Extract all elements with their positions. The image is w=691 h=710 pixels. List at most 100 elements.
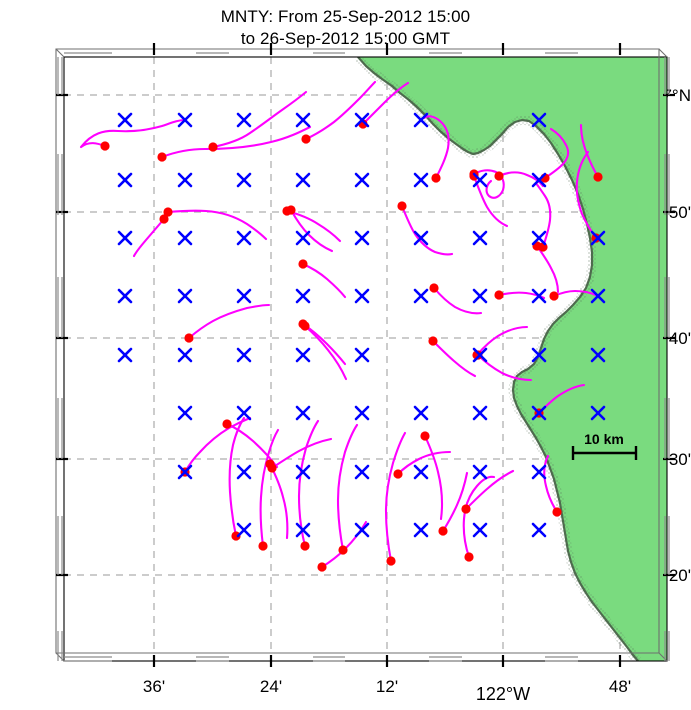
station-marker-x-icon <box>236 347 252 363</box>
station-marker-x-icon <box>590 230 606 246</box>
station-marker-x-icon <box>295 230 311 246</box>
trajectory-endpoint-dot <box>494 290 504 300</box>
xtick-label-24: 24' <box>259 677 283 696</box>
trajectory-path <box>475 325 529 357</box>
station-marker-x-icon <box>413 172 429 188</box>
station-marker-x-icon <box>413 522 429 538</box>
trajectory-path <box>441 471 469 533</box>
trajectory-path <box>543 127 570 180</box>
trajectory-endpoint-dot <box>222 419 232 429</box>
station-marker-x-icon <box>177 230 193 246</box>
station-marker-x-icon <box>531 112 547 128</box>
trajectory-endpoint-dot <box>469 171 479 181</box>
trajectory-endpoint-dot <box>420 431 430 441</box>
trajectory-path <box>301 322 347 366</box>
trajectory-endpoint-dot <box>231 531 241 541</box>
station-marker-x-icon <box>177 112 193 128</box>
station-marker-x-icon <box>472 405 488 421</box>
trajectory-endpoint-dot <box>438 526 448 536</box>
trajectory-path <box>228 416 246 538</box>
trajectory-endpoint-dot <box>591 233 601 243</box>
trajectory-endpoint-dot <box>301 134 311 144</box>
trajectory-endpoint-dot <box>258 541 268 551</box>
xtick-label-48: 48' <box>608 677 632 696</box>
station-marker-x-icon <box>531 230 547 246</box>
trajectory-endpoint-dot <box>552 507 562 517</box>
station-marker-x-icon <box>354 112 370 128</box>
y-axis-minor-ticks <box>57 57 63 661</box>
station-marker-x-icon <box>413 230 429 246</box>
station-marker-x-icon <box>354 172 370 188</box>
station-marker-x-icon <box>117 347 133 363</box>
station-marker-x-icon <box>413 112 429 128</box>
station-marker-x-icon <box>531 522 547 538</box>
trajectory-path <box>301 262 347 299</box>
scale-bar-label: 10 km <box>584 431 624 447</box>
trajectory-path <box>79 118 187 149</box>
trajectory-path <box>543 454 559 514</box>
trajectory-endpoint-dot <box>397 201 407 211</box>
trajectory-endpoint-dot <box>461 504 471 514</box>
station-marker-x-icon <box>472 347 488 363</box>
trajectory-endpoint-dot <box>300 321 310 331</box>
station-marker-x-icon <box>354 405 370 421</box>
ytick-label-50: 50' <box>668 203 691 222</box>
trajectory-path <box>472 169 505 199</box>
trajectory-endpoint-dot <box>184 333 194 343</box>
x-axis-top-minor-ticks <box>64 48 578 54</box>
trajectory-layer <box>79 80 600 569</box>
station-marker-x-icon <box>295 522 311 538</box>
trajectory-path <box>211 90 308 149</box>
station-marker-x-icon <box>236 172 252 188</box>
station-marker-x-icon <box>590 405 606 421</box>
station-marker-x-icon <box>590 347 606 363</box>
station-marker-x-icon <box>117 112 133 128</box>
station-marker-x-icon <box>295 405 311 421</box>
station-marker-x-icon <box>590 288 606 304</box>
station-marker-x-icon <box>472 172 488 188</box>
station-marker-x-icon <box>531 464 547 480</box>
trajectory-endpoint-dot <box>593 172 603 182</box>
station-marker-x-icon <box>354 522 370 538</box>
trajectory-path <box>575 150 598 240</box>
trajectory-path <box>431 339 477 378</box>
station-marker-x-icon <box>177 347 193 363</box>
xtick-label-12: 12' <box>375 677 399 696</box>
station-marker-x-icon <box>236 522 252 538</box>
trajectory-endpoint-dot <box>494 171 504 181</box>
trajectory-path <box>132 217 166 258</box>
trajectory-endpoint-dot <box>286 205 296 215</box>
trajectory-path <box>285 209 342 243</box>
trajectory-path <box>422 115 450 180</box>
station-marker-x-icon <box>531 288 547 304</box>
scale-bar: 10 km <box>571 431 638 460</box>
trajectory-path <box>160 125 312 159</box>
station-marker-x-icon <box>472 288 488 304</box>
station-marker-x-icon <box>236 405 252 421</box>
trajectory-path <box>303 324 348 381</box>
trajectory-path <box>187 303 271 340</box>
station-marker-x-icon <box>236 464 252 480</box>
y-axis-right-minor-ticks <box>664 57 670 661</box>
trajectory-path <box>336 423 359 552</box>
trajectory-path <box>432 286 483 315</box>
trajectory-path <box>166 209 268 241</box>
trajectory-endpoint-dot <box>464 552 474 562</box>
chart-title-line-1: MNTY: From 25-Sep-2012 15:00 <box>220 7 471 26</box>
trajectory-endpoint-dot <box>338 545 348 555</box>
trajectory-endpoint-dot <box>386 556 396 566</box>
station-marker-x-icon <box>354 464 370 480</box>
trajectory-path <box>579 123 600 179</box>
station-marker-x-icon <box>295 464 311 480</box>
trajectory-path <box>534 181 552 249</box>
station-marker-x-icon <box>472 464 488 480</box>
station-marker-x-icon <box>531 405 547 421</box>
trajectory-path <box>268 462 289 540</box>
station-marker-x-icon <box>177 464 193 480</box>
station-marker-x-icon <box>177 288 193 304</box>
trajectory-path <box>535 244 560 294</box>
trajectory-path <box>361 81 410 126</box>
trajectory-path <box>396 450 452 476</box>
ytick-label-30: 30' <box>668 450 691 469</box>
